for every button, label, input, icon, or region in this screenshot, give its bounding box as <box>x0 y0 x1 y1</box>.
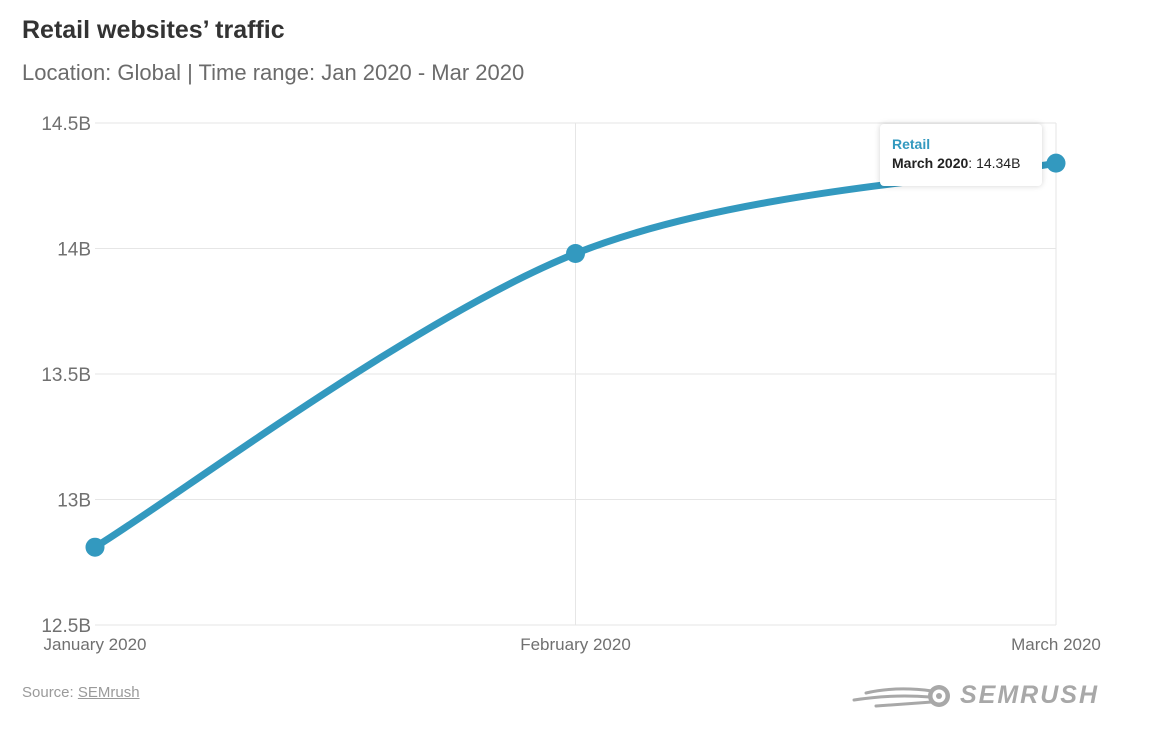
data-point[interactable] <box>1046 153 1066 173</box>
tooltip-separator: : <box>968 155 977 171</box>
y-tick-label: 14.5B <box>41 114 91 135</box>
source-note: Source: SEMrush <box>22 684 140 701</box>
tooltip-series-name: Retail <box>892 136 931 152</box>
y-tick-label: 14B <box>57 240 91 261</box>
x-axis-ticks: January 2020 February 2020 March 2020 <box>43 635 1100 654</box>
source-prefix: Source: <box>22 684 78 701</box>
semrush-fireball-icon <box>852 685 950 708</box>
tooltip-line: March 2020: 14.34B <box>892 155 1030 171</box>
semrush-wordmark: SEMRUSH <box>960 681 1100 709</box>
source-link[interactable]: SEMrush <box>77 684 140 701</box>
tooltip-category: March 2020 <box>892 155 969 171</box>
semrush-logo: SEMRUSH <box>852 680 1112 712</box>
data-tooltip: Retail March 2020: 14.34B <box>880 124 1042 186</box>
chart-subtitle: Location: Global | Time range: Jan 2020 … <box>22 60 525 85</box>
line-chart: 12.5B 13B 13.5B 14B 14.5B January 2020 Februa… <box>41 114 1101 654</box>
y-tick-label: 13.5B <box>41 365 91 386</box>
data-point[interactable] <box>85 537 105 557</box>
x-tick-label: January 2020 <box>43 635 146 654</box>
y-tick-label: 12.5B <box>41 616 91 637</box>
tooltip-value: 14.34B <box>976 155 1021 171</box>
chart-title: Retail websites’ traffic <box>22 16 285 44</box>
data-point[interactable] <box>566 244 585 264</box>
series-points <box>85 153 1066 557</box>
y-axis-ticks: 12.5B 13B 13.5B 14B 14.5B <box>41 114 91 637</box>
x-tick-label: February 2020 <box>520 635 631 654</box>
grid-lines <box>95 122 1057 626</box>
y-tick-label: 13B <box>57 491 91 512</box>
x-tick-label: March 2020 <box>1011 635 1101 654</box>
